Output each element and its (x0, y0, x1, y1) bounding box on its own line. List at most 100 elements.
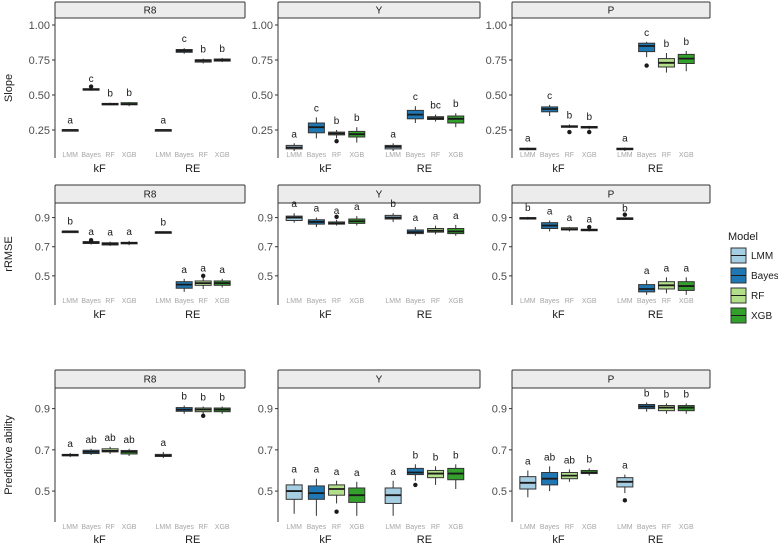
boxplot-lmm-re: a (154, 438, 172, 459)
x-group-label: kF (319, 309, 332, 321)
x-category-label: RF (431, 524, 440, 531)
facet-strip-label: Y (376, 6, 383, 17)
significance-letter: a (291, 129, 297, 140)
outlier-point (587, 224, 592, 230)
x-category-label: Bayes (307, 152, 327, 159)
significance-letter: a (390, 129, 396, 140)
x-group-label: kF (94, 163, 107, 175)
x-category-label: LMM (62, 524, 78, 531)
boxplot-bayes-re: b (175, 392, 193, 414)
boxplot-xgb-re: b (213, 393, 231, 414)
boxplot-rf-re: b (427, 452, 445, 485)
x-category-label: Bayes (406, 298, 426, 305)
outlier-point (622, 498, 628, 503)
significance-letter: a (354, 468, 360, 479)
significance-letter: a (567, 213, 573, 224)
significance-letter: c (89, 74, 94, 85)
boxplot-rf-kf: a (560, 213, 578, 232)
y-tick-label: 0.50 (29, 90, 50, 102)
x-category-label: RF (199, 524, 208, 531)
significance-letter: b (622, 204, 628, 215)
facet-strip (511, 1, 711, 19)
significance-letter: a (390, 467, 396, 478)
y-axis-title: Predictive ability (3, 415, 15, 495)
significance-letter: b (161, 217, 167, 228)
boxplot-xgb-kf: a (580, 215, 598, 232)
outlier-point (334, 139, 339, 144)
significance-letter: a (88, 227, 94, 238)
boxplot-rf-kf: a (101, 228, 119, 246)
x-category-label: RF (105, 524, 114, 531)
boxplot-rf-re: b (657, 389, 675, 414)
x-group-label: RE (417, 163, 432, 175)
significance-letter: a (622, 134, 628, 145)
panel-predictive-ability-p: P 0.5 0.7 0.9 LMM Bayes RF XGB LMM Bayes RF XGB kF RE… (492, 369, 711, 545)
legend-title: Model (728, 231, 758, 243)
x-category-label: XGB (679, 298, 694, 305)
x-group-label: RE (417, 309, 432, 321)
x-category-label: RF (662, 152, 671, 159)
boxplot-bayes-re: a (175, 265, 193, 292)
x-category-label: XGB (349, 152, 364, 159)
facet-strip-label: P (608, 6, 615, 17)
x-category-label: LMM (385, 298, 401, 305)
boxplot-bayes-re: a (406, 213, 424, 236)
facet-strip-label: Y (376, 190, 383, 201)
outlier-point (622, 212, 628, 217)
facet-strip-label: R8 (144, 6, 157, 17)
boxplot-lmm-re: a (616, 134, 634, 151)
x-group-label: kF (552, 309, 565, 321)
y-tick-label: 0.9 (258, 404, 273, 416)
boxplot-rf-kf: a (328, 467, 346, 514)
boxplot-rf-re: bc (427, 101, 445, 122)
x-category-label: Bayes (81, 152, 101, 159)
significance-letter: a (644, 266, 650, 277)
x-category-label: RF (105, 152, 114, 159)
significance-letter: a (67, 439, 73, 450)
y-tick-label: 0.5 (492, 271, 507, 283)
significance-letter: c (314, 103, 319, 114)
facet-strip-label: P (608, 190, 615, 201)
significance-letter: b (567, 110, 573, 121)
boxplot-bayes-kf: a (541, 206, 559, 232)
x-category-label: Bayes (81, 524, 101, 531)
x-category-label: XGB (679, 524, 694, 531)
x-group-label: kF (94, 309, 107, 321)
significance-letter: a (161, 115, 167, 126)
boxplot-lmm-re: a (616, 461, 634, 503)
boxplot-rf-kf: ab (560, 455, 578, 482)
boxplot-bayes-kf: a (307, 465, 325, 516)
x-category-label: LMM (385, 152, 401, 159)
x-category-label: Bayes (174, 524, 194, 531)
significance-letter: a (586, 215, 592, 226)
legend-item-xgb: XGB (730, 307, 772, 324)
y-tick-label: 0.9 (492, 404, 507, 416)
outlier-point (567, 129, 572, 135)
boxplot-xgb-re: b (677, 37, 695, 72)
box (406, 467, 424, 476)
x-category-label: LMM (520, 524, 536, 531)
boxplot-xgb-kf: b (348, 113, 366, 143)
y-tick-label: 0.9 (35, 404, 50, 416)
x-category-label: RF (332, 298, 341, 305)
significance-letter: b (390, 199, 396, 210)
x-category-label: RF (565, 298, 574, 305)
boxplot-bayes-kf: ab (82, 435, 100, 455)
boxplot-bayes-re: a (638, 266, 656, 295)
significance-letter: b (219, 393, 225, 404)
boxplot-lmm-kf: a (285, 465, 303, 514)
boxplot-bayes-kf: a (307, 204, 325, 228)
x-category-label: Bayes (174, 298, 194, 305)
panel-rrmse-y: Y 0.5 0.7 0.9 LMM Bayes RF XGB LMM Bayes RF XGB kF RE… (258, 184, 481, 321)
y-tick-label: 1.00 (29, 20, 50, 32)
boxplot-xgb-kf: a (348, 202, 366, 226)
x-category-label: XGB (215, 298, 230, 305)
legend-label: Bayes (751, 271, 778, 282)
x-category-label: LMM (286, 152, 302, 159)
y-tick-label: 0.7 (35, 242, 50, 254)
panel-predictive-ability-y: Y 0.5 0.7 0.9 LMM Bayes RF XGB LMM Bayes RF XGB kF RE… (258, 369, 481, 545)
significance-letter: ab (105, 433, 117, 444)
